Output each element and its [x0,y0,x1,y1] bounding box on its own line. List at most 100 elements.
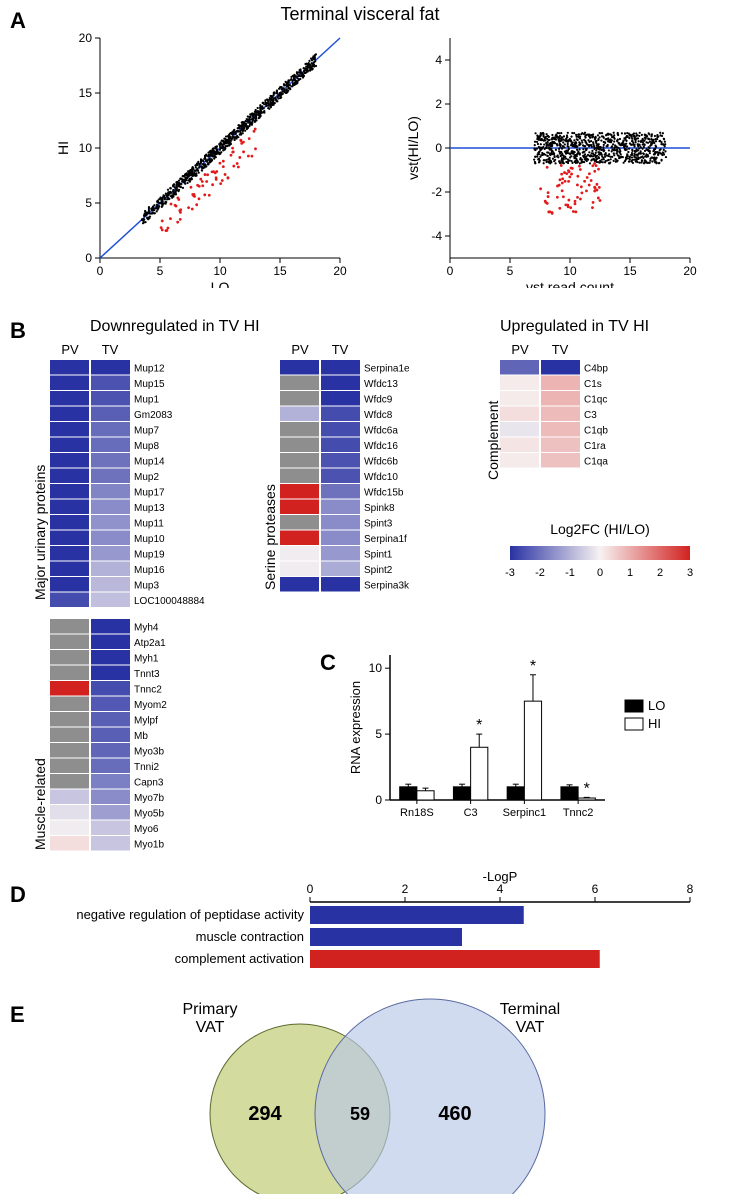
svg-text:0: 0 [97,264,104,278]
svg-text:Mup3: Mup3 [134,581,159,592]
svg-text:Tnni2: Tnni2 [134,762,159,773]
svg-text:vst(HI/LO): vst(HI/LO) [405,116,421,180]
svg-text:10: 10 [563,264,577,278]
svg-text:C4bp: C4bp [584,364,608,375]
svg-text:C1s: C1s [584,379,602,390]
label-muscle: Muscle-related [32,758,48,850]
svg-text:-2: -2 [431,185,442,199]
svg-text:*: * [530,658,536,675]
svg-text:Wfdc8: Wfdc8 [364,410,393,421]
svg-text:4: 4 [435,53,442,67]
svg-text:Log2FC (HI/LO): Log2FC (HI/LO) [550,521,650,537]
svg-text:5: 5 [85,196,92,210]
svg-text:294: 294 [248,1103,282,1125]
svg-text:*: * [476,717,482,734]
svg-text:Terminal: Terminal [500,1001,560,1018]
svg-text:Myom2: Myom2 [134,700,167,711]
scatter-right: 05101520-4-2024vst read countvst(HI/LO) [400,28,700,288]
svg-text:5: 5 [507,264,514,278]
svg-text:2: 2 [435,97,442,111]
svg-text:Mup16: Mup16 [134,565,165,576]
svg-text:Mup14: Mup14 [134,457,165,468]
svg-text:Wfdc16: Wfdc16 [364,441,398,452]
svg-text:0: 0 [85,251,92,265]
svg-text:Mup13: Mup13 [134,503,165,514]
svg-text:Wfdc6b: Wfdc6b [364,457,398,468]
svg-text:8: 8 [687,882,694,896]
svg-text:C1qc: C1qc [584,395,607,406]
svg-text:C1qb: C1qb [584,426,608,437]
svg-text:Wfdc15b: Wfdc15b [364,488,404,499]
svg-text:2: 2 [657,567,663,579]
svg-text:HI: HI [55,141,71,155]
svg-text:Wfdc10: Wfdc10 [364,472,398,483]
svg-text:C1ra: C1ra [584,441,606,452]
svg-text:1: 1 [627,567,633,579]
svg-text:Myh4: Myh4 [134,623,159,634]
svg-text:-2: -2 [535,567,545,579]
svg-text:Serpina1f: Serpina1f [364,534,407,545]
svg-text:Tnnt3: Tnnt3 [134,669,160,680]
svg-text:C3: C3 [464,807,478,819]
panel-label-c: C [320,650,336,676]
svg-text:Serpinc1: Serpinc1 [503,807,546,819]
svg-text:LOC100048884: LOC100048884 [134,596,205,607]
svg-text:VAT: VAT [516,1019,545,1036]
svg-text:Serpina3k: Serpina3k [364,581,410,592]
svg-text:20: 20 [683,264,697,278]
panel-label-d: D [10,882,26,908]
scatter-left: 0510152005101520LOHI [50,28,350,288]
heatmap-mup: PVTVMup12Mup15Mup1Gm2083Mup7Mup8Mup14Mup… [30,340,290,610]
svg-text:Myo5b: Myo5b [134,809,164,820]
svg-text:Serpina1e: Serpina1e [364,364,410,375]
svg-text:Wfdc6a: Wfdc6a [364,426,398,437]
svg-text:Mup11: Mup11 [134,519,164,530]
svg-text:Spint1: Spint1 [364,550,393,561]
svg-text:Mup19: Mup19 [134,550,165,561]
svg-text:HI: HI [648,716,661,731]
svg-text:Mup10: Mup10 [134,534,165,545]
svg-text:5: 5 [157,264,164,278]
svg-text:TV: TV [332,342,349,357]
svg-text:Rn18S: Rn18S [400,807,434,819]
svg-text:Myo1b: Myo1b [134,840,164,851]
figure-root: A Terminal visceral fat 0510152005101520… [0,0,736,1201]
svg-text:0: 0 [375,793,382,807]
panel-label-a: A [10,8,26,34]
svg-text:10: 10 [369,661,383,675]
svg-text:Mup7: Mup7 [134,426,159,437]
svg-text:PV: PV [291,342,309,357]
venn-diagram: PrimaryVATTerminalVAT29459460 [110,994,630,1194]
svg-text:Mylpf: Mylpf [134,716,158,727]
svg-text:-1: -1 [565,567,575,579]
svg-text:Myo7b: Myo7b [134,793,164,804]
svg-text:-3: -3 [505,567,515,579]
svg-text:15: 15 [623,264,637,278]
svg-text:negative regulation of peptida: negative regulation of peptidase activit… [76,907,304,922]
svg-text:Mup17: Mup17 [134,488,165,499]
svg-text:Primary: Primary [182,1001,237,1018]
svg-text:5: 5 [375,727,382,741]
svg-text:muscle contraction: muscle contraction [196,929,304,944]
svg-text:Myo3b: Myo3b [134,747,164,758]
svg-text:Mup1: Mup1 [134,395,159,406]
panel-label-e: E [10,1002,25,1028]
svg-text:Wfdc9: Wfdc9 [364,395,393,406]
svg-text:C1qa: C1qa [584,457,608,468]
svg-text:VAT: VAT [196,1019,225,1036]
svg-text:vst read count: vst read count [526,279,614,288]
svg-text:Gm2083: Gm2083 [134,410,173,421]
bar-chart-d: 02468-LogPnegative regulation of peptida… [30,870,720,985]
svg-text:20: 20 [79,31,93,45]
svg-text:4: 4 [497,882,504,896]
svg-text:2: 2 [402,882,409,896]
svg-text:*: * [584,780,590,797]
svg-text:TV: TV [102,342,119,357]
svg-text:LO: LO [211,279,230,288]
svg-text:PV: PV [61,342,79,357]
svg-text:Tnnc2: Tnnc2 [563,807,594,819]
panel-a-title: Terminal visceral fat [150,4,570,25]
svg-text:Myh1: Myh1 [134,654,159,665]
svg-text:20: 20 [333,264,347,278]
up-title: Upregulated in TV HI [500,318,649,336]
